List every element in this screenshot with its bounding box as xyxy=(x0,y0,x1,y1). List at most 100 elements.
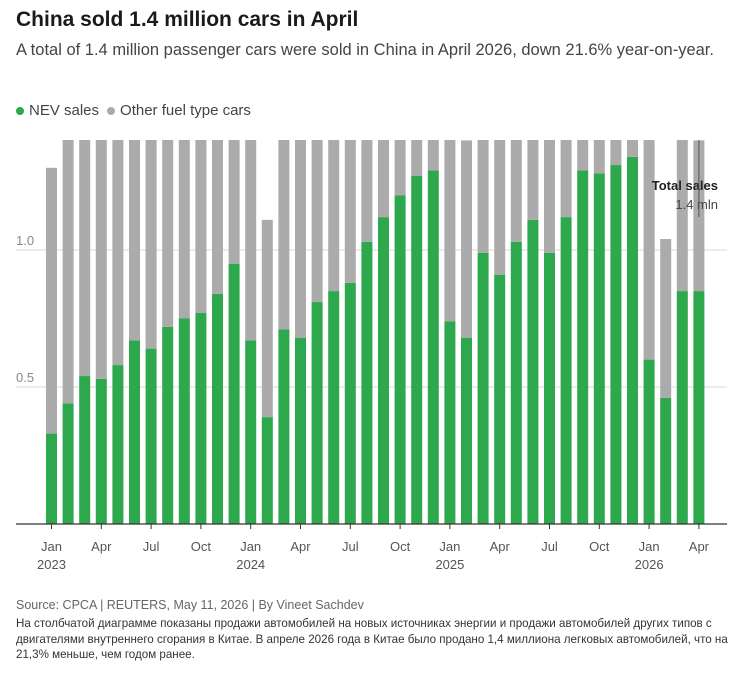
x-tick-year-label: 2025 xyxy=(435,557,464,572)
other-legend-dot-icon xyxy=(107,106,116,115)
bar-other xyxy=(228,140,240,264)
bar-nev xyxy=(544,252,555,524)
bar-nev xyxy=(411,176,423,524)
bar-nev xyxy=(95,378,107,524)
bar-other xyxy=(494,140,506,275)
bar-other xyxy=(477,140,489,253)
bar-other xyxy=(278,140,290,330)
bar-nev xyxy=(344,282,356,524)
bar-nev xyxy=(62,403,74,524)
bar-nev xyxy=(378,217,389,524)
bar-other xyxy=(643,140,655,360)
bar-other xyxy=(461,140,472,338)
bar-other xyxy=(527,140,539,220)
bar-other xyxy=(560,140,572,218)
bar-other xyxy=(394,140,406,196)
bar-nev xyxy=(228,263,240,524)
bar-other xyxy=(378,140,389,218)
bar-other xyxy=(444,140,456,322)
legend: NEV sales Other fuel type cars xyxy=(16,102,259,119)
bar-nev xyxy=(494,274,506,524)
bar-other xyxy=(79,140,91,377)
bar-other xyxy=(129,140,140,341)
x-tick-month-label: Jan xyxy=(240,539,261,554)
bar-nev xyxy=(394,195,406,524)
bar-other xyxy=(627,140,638,157)
x-tick-month-label: Apr xyxy=(490,539,511,554)
bar-other xyxy=(577,140,589,171)
y-tick-label: 0.5 xyxy=(16,370,34,385)
x-tick-month-label: Jul xyxy=(143,539,160,554)
bar-nev xyxy=(311,302,323,524)
bar-nev xyxy=(112,365,124,524)
bar-nev xyxy=(145,348,157,524)
bar-nev xyxy=(245,340,257,524)
bar-nev xyxy=(527,219,539,525)
bar-other xyxy=(411,140,423,177)
bar-other xyxy=(195,140,207,314)
bar-other xyxy=(212,140,223,294)
bar-other xyxy=(145,140,157,349)
bar-nev xyxy=(162,326,174,524)
nev-legend-dot-icon xyxy=(16,106,24,115)
bar-other xyxy=(544,140,555,253)
bar-layer xyxy=(46,140,705,525)
bar-other xyxy=(178,140,190,319)
bar-other xyxy=(676,140,688,292)
bar-other xyxy=(610,140,622,166)
bar-nev xyxy=(660,397,672,524)
x-tick-month-label: Jul xyxy=(342,539,359,554)
bar-nev xyxy=(361,241,373,524)
x-tick-month-label: Apr xyxy=(290,539,311,554)
bar-nev xyxy=(212,293,223,524)
x-tick-month-label: Oct xyxy=(589,539,610,554)
chart-title: China sold 1.4 million cars in April xyxy=(16,8,359,31)
bar-other xyxy=(427,140,439,171)
axis-layer: Jan 2023 Apr Jul Oct Jan 2024 Apr Jul Oct Jan 2025 A… xyxy=(16,523,727,572)
bar-nev xyxy=(427,170,439,525)
source-line: Source: CPCA | REUTERS, May 11, 2026 | B… xyxy=(16,598,364,612)
bar-other xyxy=(261,219,273,418)
legend-label-nev: NEV sales xyxy=(29,102,100,119)
bar-nev xyxy=(46,433,57,524)
bar-nev xyxy=(593,173,605,524)
bar-nev xyxy=(560,217,572,524)
bar-nev xyxy=(328,291,340,524)
bar-other xyxy=(245,140,257,341)
bar-nev xyxy=(676,291,688,524)
x-tick-month-label: Jan xyxy=(439,539,460,554)
bar-other xyxy=(112,140,124,366)
bar-other xyxy=(660,239,672,398)
x-tick-month-label: Jan xyxy=(639,539,660,554)
x-tick-year-label: 2024 xyxy=(236,557,265,572)
x-tick-month-label: Apr xyxy=(91,539,112,554)
legend-item-nev: NEV sales xyxy=(16,102,99,119)
bar-other xyxy=(295,140,306,338)
y-tick-label: 1.0 xyxy=(16,233,34,248)
bar-other xyxy=(593,140,605,174)
bar-other xyxy=(361,140,373,242)
bar-nev xyxy=(643,359,655,524)
bar-nev xyxy=(577,170,589,525)
bar-nev xyxy=(627,156,638,524)
annotation-value: 1.4 mln xyxy=(675,197,718,212)
bar-other xyxy=(162,140,174,327)
annotation-heading: Total sales xyxy=(652,178,718,193)
chart-description-note: На столбчатой диаграмме показаны продажи… xyxy=(16,617,728,661)
bar-nev xyxy=(178,318,190,524)
x-tick-month-label: Apr xyxy=(689,539,710,554)
bar-other xyxy=(46,167,57,434)
x-tick-year-label: 2023 xyxy=(37,557,66,572)
x-tick-year-label: 2026 xyxy=(635,557,664,572)
x-tick-month-label: Oct xyxy=(191,539,212,554)
bar-nev xyxy=(461,337,472,524)
x-tick-month-label: Oct xyxy=(390,539,411,554)
bar-nev xyxy=(278,329,290,524)
bar-nev xyxy=(79,376,91,524)
bar-other xyxy=(344,140,356,283)
bar-other xyxy=(95,140,107,379)
bar-other xyxy=(311,140,323,303)
bar-other xyxy=(328,140,340,292)
bar-nev xyxy=(444,321,456,524)
